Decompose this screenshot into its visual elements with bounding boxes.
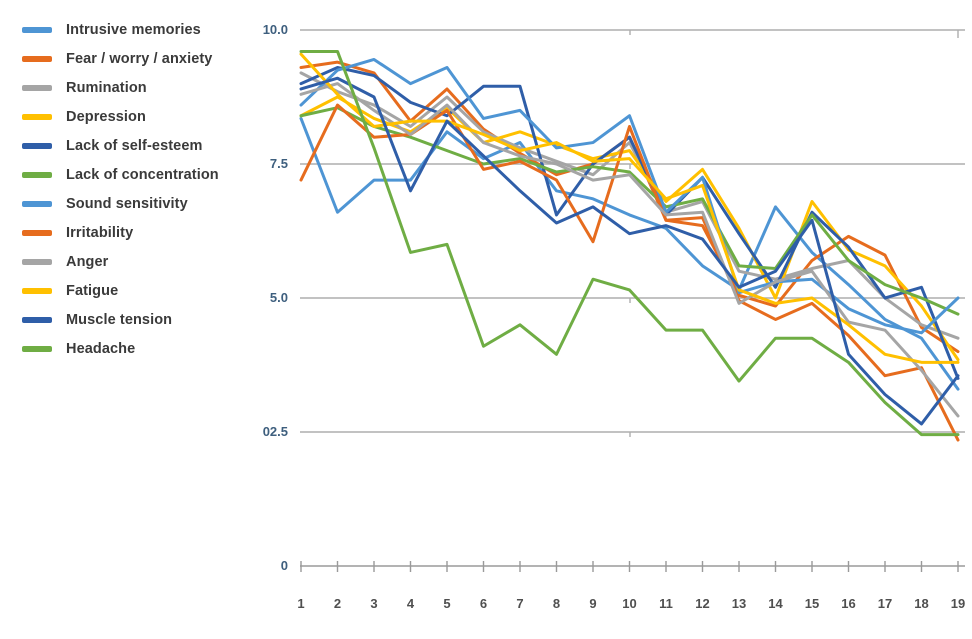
legend-item-lack-of-self-esteem[interactable]: Lack of self-esteem [22, 131, 219, 160]
legend-swatch-rumination [22, 84, 52, 91]
series-line-headache [299, 49, 960, 437]
legend-item-muscle-tension[interactable]: Muscle tension [22, 305, 219, 334]
legend-label: Muscle tension [66, 311, 173, 328]
series-line-sound-sensitivity [299, 57, 960, 335]
chart-legend: Intrusive memories Fear / worry / anxiety… [22, 15, 219, 363]
y-axis-label-5.0: 5.0 [269, 290, 288, 305]
series-line-lack-of-self-esteem [299, 66, 960, 380]
legend-item-sound-sensitivity[interactable]: Sound sensitivity [22, 189, 219, 218]
legend-label: Intrusive memories [66, 21, 201, 38]
legend-item-headache[interactable]: Headache [22, 334, 219, 363]
x-axis-label-10: 10 [622, 596, 637, 611]
x-axis-label-11: 11 [659, 596, 673, 611]
legend-label: Fatigue [66, 282, 119, 299]
x-axis-label-5: 5 [443, 596, 451, 611]
legend-swatch-anger [22, 258, 52, 265]
legend-item-irritability[interactable]: Irritability [22, 218, 219, 247]
x-axis-label-9: 9 [589, 596, 597, 611]
legend-item-depression[interactable]: Depression [22, 102, 219, 131]
legend-swatch-lack-of-concentration [22, 171, 52, 178]
legend-swatch-intrusive-memories [22, 26, 52, 33]
legend-label: Headache [66, 340, 136, 357]
legend-swatch-fear-worry-anxiety [22, 55, 52, 62]
legend-swatch-depression [22, 113, 52, 120]
legend-item-rumination[interactable]: Rumination [22, 73, 219, 102]
series-line-fatigue [299, 52, 960, 364]
series-line-intrusive-memories [299, 116, 960, 391]
y-axis-label-0: 0 [280, 558, 288, 573]
x-axis-label-14: 14 [768, 596, 783, 611]
x-axis-label-8: 8 [552, 596, 561, 611]
legend-label: Sound sensitivity [66, 195, 188, 212]
x-axis-label-13: 13 [731, 596, 747, 611]
legend-label: Irritability [66, 224, 134, 241]
x-axis-label-16: 16 [841, 596, 856, 611]
legend-label: Lack of self-esteem [66, 137, 203, 154]
series-line-anger [299, 82, 960, 418]
legend-swatch-headache [22, 345, 52, 352]
legend-item-intrusive-memories[interactable]: Intrusive memories [22, 15, 219, 44]
legend-item-anger[interactable]: Anger [22, 247, 219, 276]
series-line-fear-worry-anxiety [299, 60, 960, 354]
y-axis-label-7.5: 7.5 [269, 156, 288, 171]
legend-label: Fear / worry / anxiety [66, 50, 213, 67]
legend-swatch-muscle-tension [22, 316, 52, 323]
legend-swatch-lack-of-self-esteem [22, 142, 52, 149]
legend-label: Anger [66, 253, 109, 270]
legend-swatch-irritability [22, 229, 52, 236]
x-axis-label-17: 17 [877, 596, 893, 611]
legend-item-fatigue[interactable]: Fatigue [22, 276, 219, 305]
y-axis-label-10.0: 10.0 [262, 22, 288, 37]
x-axis-label-4: 4 [406, 596, 415, 611]
series-line-lack-of-concentration [299, 106, 960, 316]
legend-swatch-sound-sensitivity [22, 200, 52, 207]
legend-item-lack-of-concentration[interactable]: Lack of concentration [22, 160, 219, 189]
x-axis-label-18: 18 [914, 596, 929, 611]
legend-label: Depression [66, 108, 146, 125]
x-axis-label-15: 15 [804, 596, 820, 611]
legend-item-fear-worry-anxiety[interactable]: Fear / worry / anxiety [22, 44, 219, 73]
x-axis-label-12: 12 [695, 596, 710, 611]
legend-label: Lack of concentration [66, 166, 219, 183]
legend-swatch-fatigue [22, 287, 52, 294]
x-axis-label-7: 7 [516, 596, 524, 611]
x-axis-label-1: 1 [297, 596, 305, 611]
series-line-muscle-tension [299, 76, 960, 426]
x-axis-label-3: 3 [370, 596, 378, 611]
y-axis-label-02.5: 02.5 [262, 424, 288, 439]
x-axis-label-6: 6 [479, 596, 488, 611]
x-axis-label-2: 2 [333, 596, 342, 611]
legend-label: Rumination [66, 79, 147, 96]
series-line-depression [299, 95, 960, 362]
x-axis-label-19: 19 [950, 596, 966, 611]
